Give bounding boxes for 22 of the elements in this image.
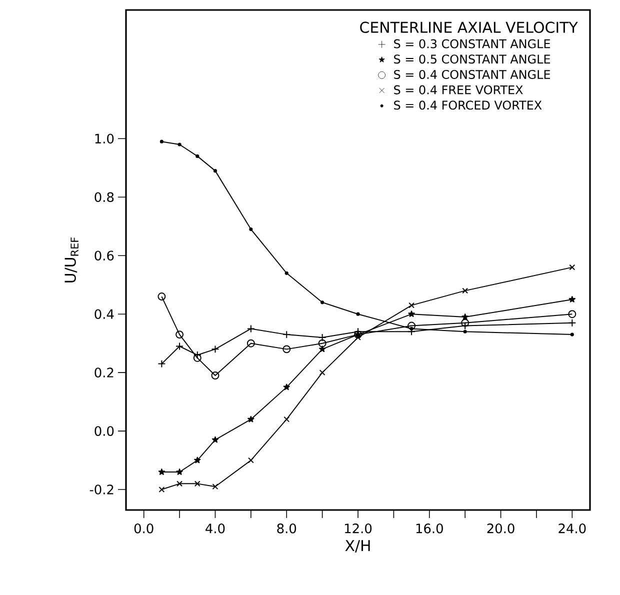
legend-label: S = 0.4 FORCED VORTEX	[394, 100, 542, 110]
y-axis-title: U/U$_{REF}$	[64, 237, 78, 282]
legend-label: S = 0.4 FREE VORTEX	[394, 85, 523, 94]
x-tick-label: 0.0	[134, 524, 154, 534]
x-tick-label: 4.0	[206, 524, 225, 534]
y-tick-label: 0.2	[94, 368, 114, 378]
y-tick-label: -0.2	[90, 484, 114, 494]
x-tick-label: 12.0	[345, 524, 372, 534]
y-tick-label: 1.0	[95, 134, 114, 144]
x-tick-label: 24.0	[558, 524, 586, 534]
legend-label: S = 0.4 CONSTANT ANGLE	[394, 70, 550, 79]
x-tick-label: 16.0	[416, 524, 443, 534]
y-tick-label: 0.6	[94, 250, 114, 261]
y-tick-label: 0.0	[94, 426, 114, 436]
legend-label: S = 0.5 CONSTANT ANGLE	[394, 54, 550, 64]
y-tick-label: 0.8	[94, 192, 114, 202]
legend-title: CENTERLINE AXIAL VELOCITY	[360, 22, 578, 33]
x-axis-title: X/H	[345, 540, 370, 552]
x-tick-label: 20.0	[487, 524, 514, 534]
y-tick-label: 0.4	[94, 309, 114, 319]
legend-label: S = 0.3 CONSTANT ANGLE	[394, 39, 550, 48]
x-tick-label: 8.0	[277, 524, 296, 534]
